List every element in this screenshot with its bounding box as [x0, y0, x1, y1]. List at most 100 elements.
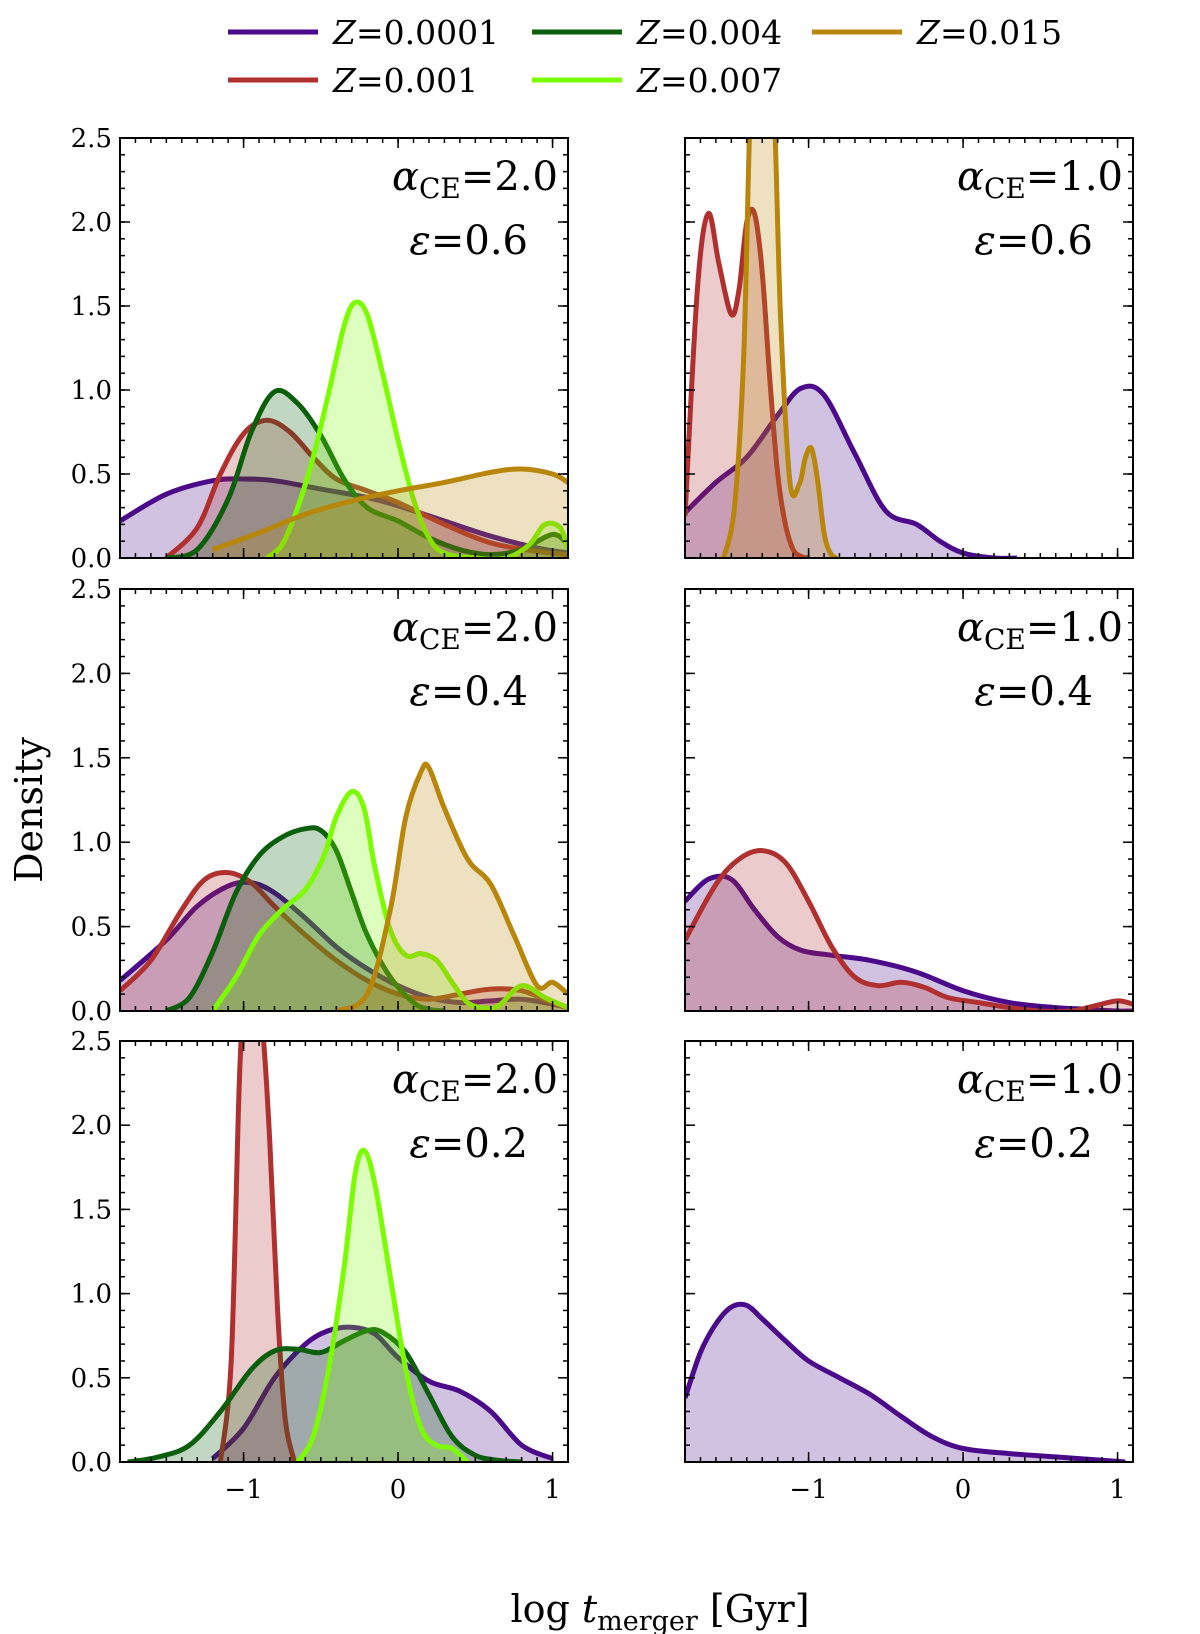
series-z-0-015-line — [721, 138, 838, 558]
panel-frame — [684, 1040, 1134, 1463]
panel-alpha2_eps04: 0.0 0.5 1.0 1.5 2.0 2.5 αCE=2.0 ε=0.4 — [71, 575, 569, 1027]
series-z-0-007-fill — [266, 301, 568, 558]
ticks — [684, 588, 1134, 1012]
series-z-0-0001-line — [120, 476, 568, 556]
series-z-0-0001-fill — [685, 1304, 1126, 1462]
series-z-0-004-line — [127, 1327, 522, 1462]
series-z-0-004-line — [165, 825, 445, 1011]
annotation-epsilon: ε=0.6 — [409, 218, 528, 264]
series-z-0-007-line — [265, 299, 568, 558]
legend-entry-z-0-015: Z=0.015 — [812, 13, 1062, 52]
series-z-0-001-fill — [685, 850, 1133, 1011]
annotation-epsilon: ε=0.6 — [974, 218, 1093, 264]
x-tick-label: 0 — [390, 1475, 407, 1505]
series-z-0-001-line — [217, 1041, 298, 1462]
series-z-0-0001-line — [210, 1324, 554, 1461]
series-z-0-007-line — [210, 788, 568, 1011]
x-tick-label: −1 — [789, 1475, 827, 1505]
series-z-0-0001-line — [685, 1301, 1126, 1462]
ticks — [119, 588, 569, 1012]
y-tick-label: 0.5 — [71, 913, 112, 943]
annotation-epsilon: ε=0.4 — [409, 669, 528, 715]
y-tick-label: 2.5 — [71, 124, 112, 154]
legend-label: Z=0.0001 — [332, 13, 499, 52]
annotation-alpha: αCE=2.0 — [392, 1057, 558, 1108]
y-tick-label: 0.0 — [71, 544, 112, 574]
legend-entry-z-0-004: Z=0.004 — [532, 13, 782, 52]
y-tick-label: 2.5 — [71, 1027, 112, 1057]
legend-entry-z-0-007: Z=0.007 — [532, 61, 782, 100]
y-tick-label: 1.5 — [71, 744, 112, 774]
series-z-0-004-fill — [166, 390, 568, 558]
ticks — [684, 137, 1134, 559]
series-z-0-001-line — [164, 417, 568, 558]
annotation-alpha: αCE=1.0 — [957, 154, 1123, 205]
annotation-epsilon: ε=0.2 — [974, 1121, 1093, 1167]
legend-entry-z-0-0001: Z=0.0001 — [228, 13, 499, 52]
y-axis-label: Density — [7, 737, 51, 883]
panel-alpha2_eps06: 0.0 0.5 1.0 1.5 2.0 2.5 αCE=2.0 ε=0.6 — [71, 124, 569, 574]
y-tick-label: 0.5 — [71, 460, 112, 490]
x-tick-label: 1 — [544, 1475, 561, 1505]
panel-alpha2_eps02: 0.0 0.5 1.0 1.5 2.0 2.5 −1 0 1 αCE=2.0 ε=0.2 — [71, 1027, 569, 1505]
ticks — [684, 1040, 1134, 1463]
panel-alpha1_eps04: αCE=1.0 ε=0.4 — [684, 588, 1134, 1012]
y-tick-label: 1.5 — [71, 292, 112, 322]
series-z-0-007-fill — [212, 791, 568, 1011]
annotation-alpha: αCE=1.0 — [957, 605, 1123, 656]
y-tick-label: 0.0 — [71, 1448, 112, 1478]
legend-label: Z=0.001 — [332, 61, 478, 100]
plot-area — [685, 1301, 1126, 1462]
y-tick-label: 1.5 — [71, 1195, 112, 1225]
y-tick-label: 1.0 — [71, 1280, 112, 1310]
series-z-0-007-line — [295, 1147, 470, 1462]
annotation-epsilon: ε=0.4 — [974, 669, 1093, 715]
panel-frame — [119, 588, 569, 1012]
panel-alpha1_eps06: αCE=1.0 ε=0.6 — [684, 137, 1134, 559]
panels: 0.0 0.5 1.0 1.5 2.0 2.5 αCE=2.0 ε=0.6 αCE=1.0 ε=0… — [71, 124, 1134, 1505]
panel-frame — [119, 1040, 569, 1463]
series-z-0-001-fill — [685, 209, 809, 558]
plot-area — [127, 1041, 554, 1462]
series-z-0-001-fill — [166, 420, 568, 558]
series-z-0-015-fill — [212, 468, 568, 558]
plot-area — [685, 848, 1133, 1011]
series-z-0-001-line — [685, 848, 1133, 1011]
annotation-alpha: αCE=2.0 — [392, 605, 558, 656]
y-tick-label: 0.5 — [71, 1364, 112, 1394]
y-tick-label: 2.0 — [71, 208, 112, 238]
x-tick-label: −1 — [224, 1475, 262, 1505]
series-z-0-001-line — [685, 206, 810, 558]
y-tick-label: 1.0 — [71, 376, 112, 406]
legend-entry-z-0-001: Z=0.001 — [228, 61, 478, 100]
series-z-0-007-fill — [297, 1150, 468, 1462]
series-z-0-001-line — [120, 869, 568, 1010]
panel-frame — [684, 137, 1134, 559]
series-z-0-0001-fill — [685, 876, 1133, 1011]
legend-label: Z=0.007 — [636, 61, 782, 100]
legend-label: Z=0.015 — [916, 13, 1062, 52]
legend-label: Z=0.004 — [636, 13, 782, 52]
annotation-alpha: αCE=2.0 — [392, 154, 558, 205]
y-tick-label: 2.5 — [71, 575, 112, 605]
x-tick-label: 1 — [1109, 1475, 1126, 1505]
y-tick-label: 1.0 — [71, 828, 112, 858]
panel-frame — [684, 588, 1134, 1012]
series-z-0-015-line — [335, 761, 568, 1011]
series-z-0-004-fill — [166, 827, 445, 1011]
ticks — [119, 1040, 569, 1463]
plot-area — [120, 299, 568, 558]
series-z-0-0001-fill — [212, 1327, 553, 1462]
panel-frame — [119, 137, 569, 559]
annotation-epsilon: ε=0.2 — [409, 1121, 528, 1167]
y-tick-label: 2.0 — [71, 1111, 112, 1141]
x-axis-label: log tmerger [Gyr] — [510, 1587, 809, 1634]
series-z-0-015-line — [211, 466, 568, 552]
ticks — [119, 137, 569, 559]
y-tick-label: 2.0 — [71, 659, 112, 689]
y-tick-label: 0.0 — [71, 997, 112, 1027]
series-z-0-015-fill — [336, 764, 568, 1011]
panel-alpha1_eps02: −1 0 1 αCE=1.0 ε=0.2 — [684, 1040, 1134, 1505]
series-z-0-0001-fill — [120, 478, 568, 558]
